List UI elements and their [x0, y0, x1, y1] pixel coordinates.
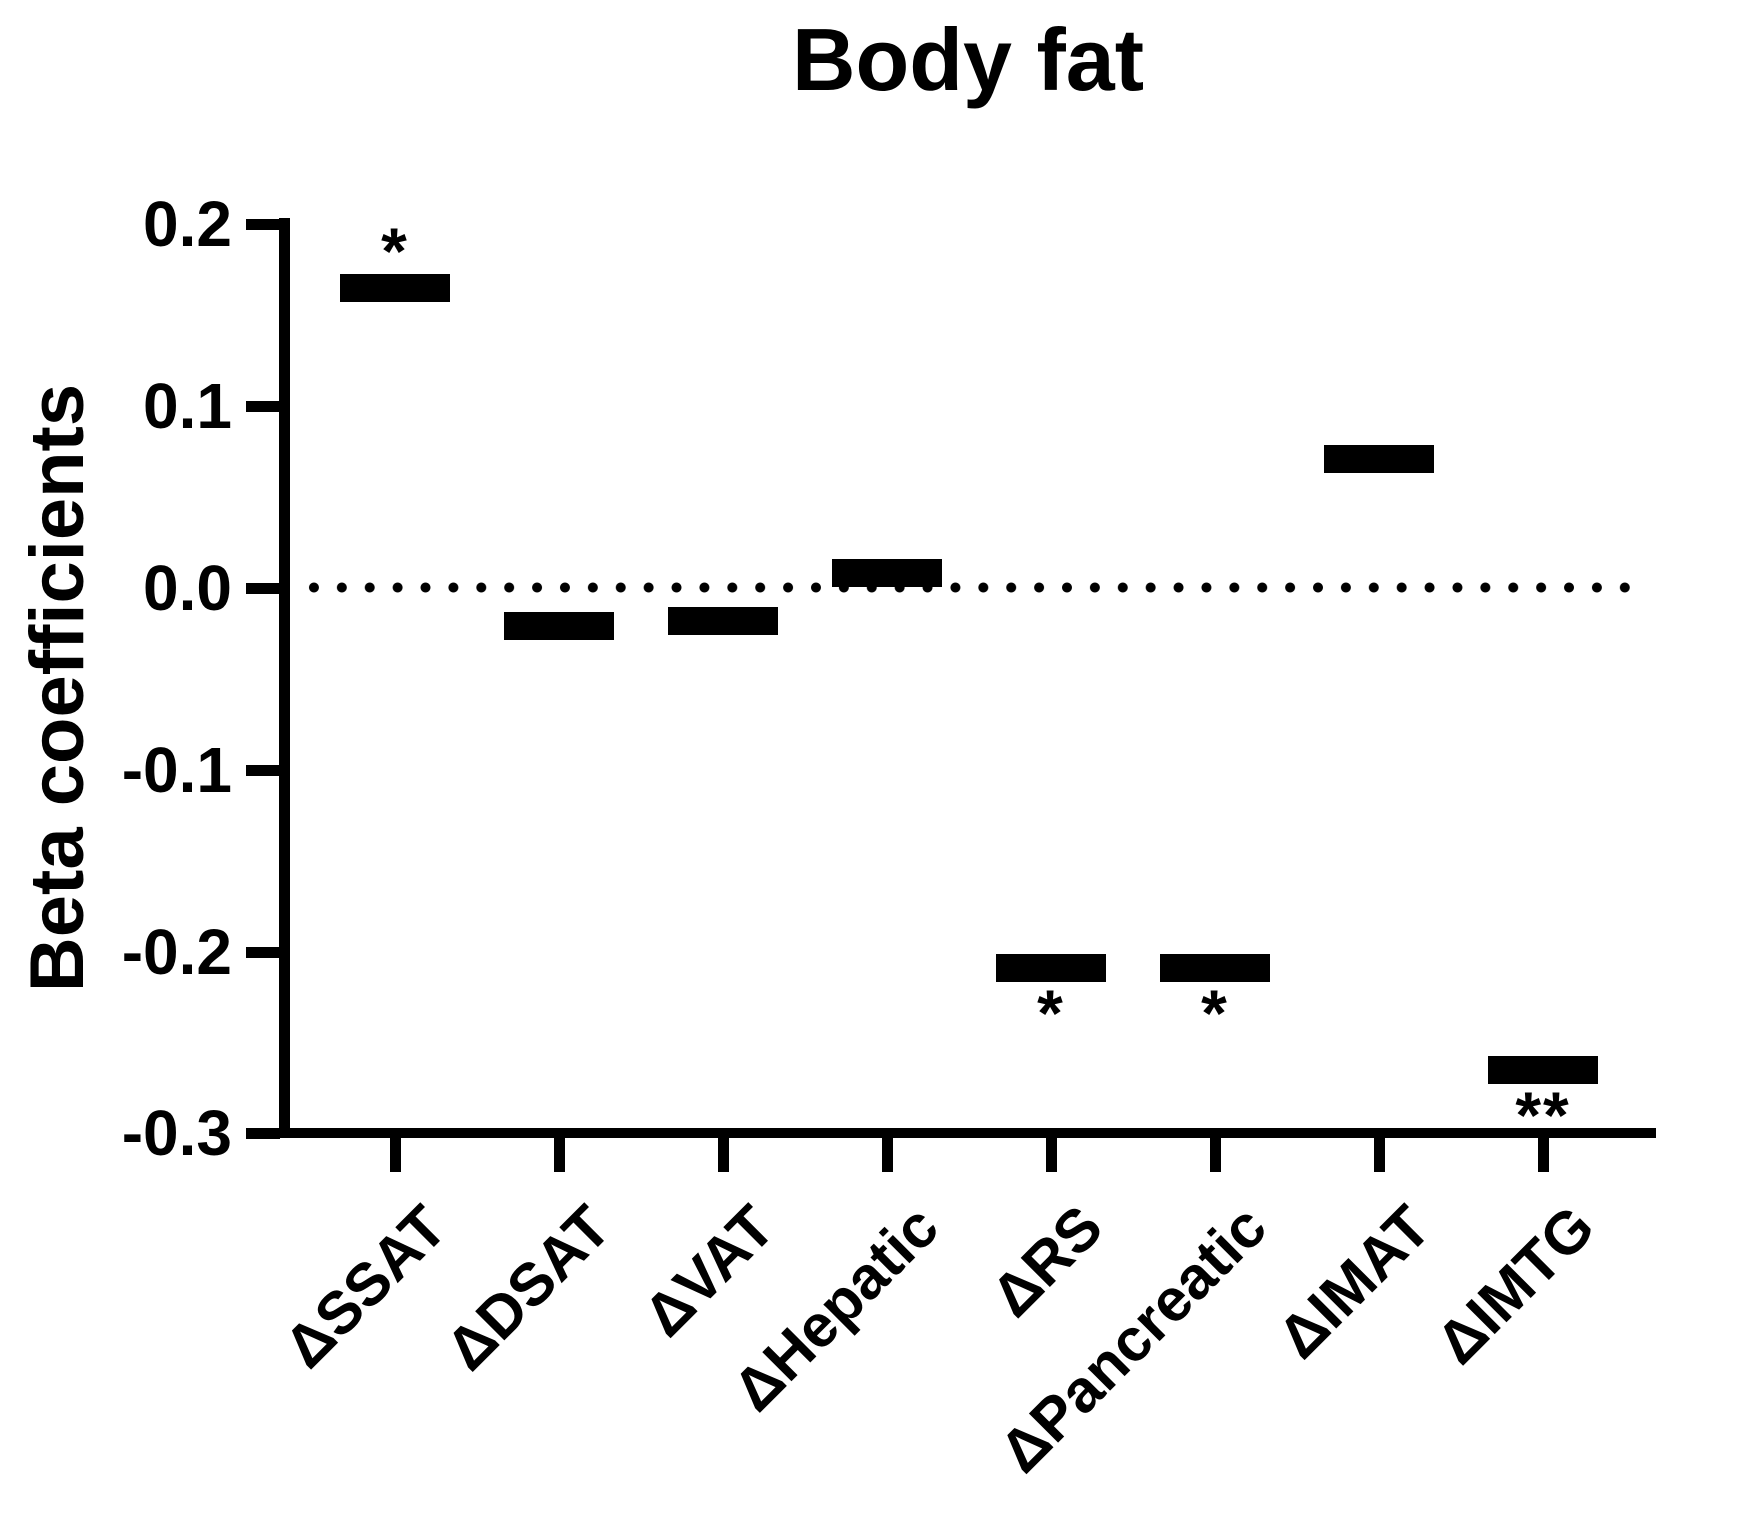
y-tick-label: 0.0 — [143, 552, 232, 624]
bar — [340, 274, 450, 303]
chart-title: Body fat — [792, 10, 1144, 109]
y-tick-mark — [246, 583, 280, 594]
y-tick-label: -0.1 — [121, 733, 232, 806]
y-tick-mark — [246, 1128, 280, 1140]
bar — [1160, 953, 1270, 982]
y-tick-mark — [246, 219, 280, 231]
x-category-label-7: ΔIMAT — [1264, 1192, 1444, 1372]
significance-asterisk: * — [381, 214, 409, 289]
x-tick-mark — [718, 1138, 729, 1172]
bar — [668, 606, 778, 635]
significance-asterisk: * — [1201, 975, 1229, 1050]
x-category-label-3: ΔVAT — [630, 1192, 788, 1350]
zero-baseline-dotted — [300, 582, 1632, 593]
x-category-label-1: ΔSSAT — [271, 1192, 460, 1381]
y-tick-mark — [246, 946, 280, 958]
significance-asterisk: * — [1037, 975, 1065, 1050]
y-tick-mark — [246, 764, 280, 776]
x-tick-mark — [1538, 1138, 1549, 1172]
y-tick-label: -0.3 — [121, 1097, 232, 1170]
x-tick-mark — [554, 1138, 565, 1172]
bar — [504, 612, 614, 641]
y-tick-label: 0.1 — [143, 370, 232, 443]
bar — [1488, 1055, 1598, 1084]
significance-asterisk: ** — [1515, 1077, 1571, 1152]
x-category-label-2: ΔDSAT — [432, 1192, 624, 1383]
bar — [832, 559, 942, 588]
y-tick-label: -0.2 — [121, 915, 232, 988]
bar — [996, 953, 1106, 982]
x-axis-line — [279, 1128, 1656, 1138]
y-tick-mark — [246, 401, 280, 413]
x-tick-mark — [1374, 1138, 1385, 1172]
x-category-label-5: ΔRS — [978, 1192, 1116, 1330]
x-tick-mark — [1210, 1138, 1221, 1172]
x-tick-mark — [882, 1138, 893, 1172]
y-tick-label: 0.2 — [143, 188, 232, 261]
y-axis-line — [279, 218, 290, 1138]
bar — [1324, 444, 1434, 473]
x-category-label-8: ΔIMTG — [1423, 1192, 1608, 1377]
x-tick-mark — [1046, 1138, 1057, 1172]
x-tick-mark — [390, 1138, 401, 1172]
